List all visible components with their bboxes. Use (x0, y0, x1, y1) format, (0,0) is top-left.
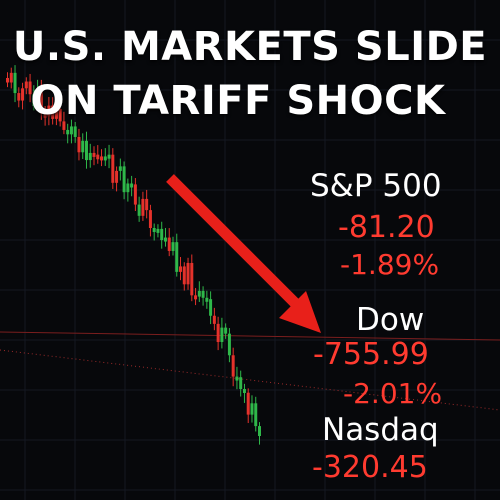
dow-percent: -2.01% (343, 377, 443, 410)
down-arrow-icon (166, 174, 321, 333)
candle-body (28, 81, 32, 95)
candle-body (92, 152, 96, 157)
candle-body (163, 237, 167, 242)
dow-change: -755.99 (313, 337, 429, 372)
candle-body (96, 154, 100, 160)
candle-body (73, 126, 77, 137)
candle-body (190, 262, 194, 296)
candle-body (171, 242, 175, 251)
candle-body (84, 140, 88, 161)
candle-body (227, 333, 231, 356)
candle-body (111, 154, 115, 183)
candle-body (182, 266, 186, 285)
candle-body (152, 228, 156, 233)
candle-body (212, 315, 216, 324)
candles (6, 65, 261, 445)
candle-body (13, 72, 17, 94)
candle-body (235, 376, 239, 381)
candle-body (156, 228, 160, 233)
candle-body (258, 426, 261, 437)
candle-body (36, 89, 40, 107)
candle-body (145, 198, 149, 211)
candle-body (24, 81, 28, 89)
candle-body (100, 156, 104, 161)
candle-body (6, 78, 9, 83)
candle-body (9, 72, 13, 83)
candle-body (194, 295, 198, 300)
candle-body (133, 184, 137, 205)
candle-body (148, 210, 152, 229)
candle-body (160, 228, 164, 241)
candle-body (21, 88, 25, 101)
candle-body (17, 93, 21, 101)
candle-body (205, 297, 209, 302)
candle-body (201, 290, 205, 298)
candle-body (197, 290, 201, 297)
candle-body (54, 109, 58, 119)
candle-body (224, 327, 228, 334)
candle-body (62, 121, 66, 130)
candle-body (137, 204, 141, 216)
candle-body (115, 170, 119, 183)
nasdaq-change: -320.45 (312, 450, 428, 485)
candle-body (242, 389, 246, 394)
candle-body (32, 94, 36, 107)
candle-body (66, 129, 70, 135)
headline-line-2: ON TARIFF SHOCK (30, 78, 446, 124)
candle-body (118, 166, 122, 171)
candle-body (175, 242, 179, 272)
candle-body (220, 327, 224, 343)
candle-body (81, 140, 85, 153)
candle-body (141, 198, 145, 216)
nasdaq-label: Nasdaq (322, 412, 439, 448)
candle-body (77, 136, 81, 153)
candle-body (179, 266, 183, 272)
candle-body (250, 403, 254, 415)
candle-body (246, 392, 250, 415)
candle-body (47, 105, 51, 117)
candle-body (126, 183, 130, 193)
candle-body (39, 89, 43, 114)
sp500-label: S&P 500 (310, 168, 442, 204)
candle-body (107, 154, 111, 159)
sp500-percent: -1.89% (340, 248, 440, 281)
candle-body (239, 377, 243, 390)
candle-body (51, 105, 55, 119)
candle-body (130, 183, 134, 188)
candle-body (167, 237, 171, 251)
candle-body (216, 323, 220, 343)
candle-body (43, 113, 47, 118)
sp500-change: -81.20 (338, 210, 435, 245)
candle-body (122, 166, 126, 193)
candle-body (231, 355, 235, 377)
candle-body (254, 403, 258, 427)
candle-body (209, 299, 213, 316)
dow-label: Dow (356, 302, 425, 338)
candle-body (69, 126, 73, 135)
candle-body (88, 152, 92, 161)
candle-body (103, 156, 107, 161)
candle-body (58, 109, 62, 122)
headline-line-1: U.S. MARKETS SLIDE (12, 24, 488, 70)
reference-line-solid (0, 331, 500, 341)
candle-body (186, 262, 190, 285)
